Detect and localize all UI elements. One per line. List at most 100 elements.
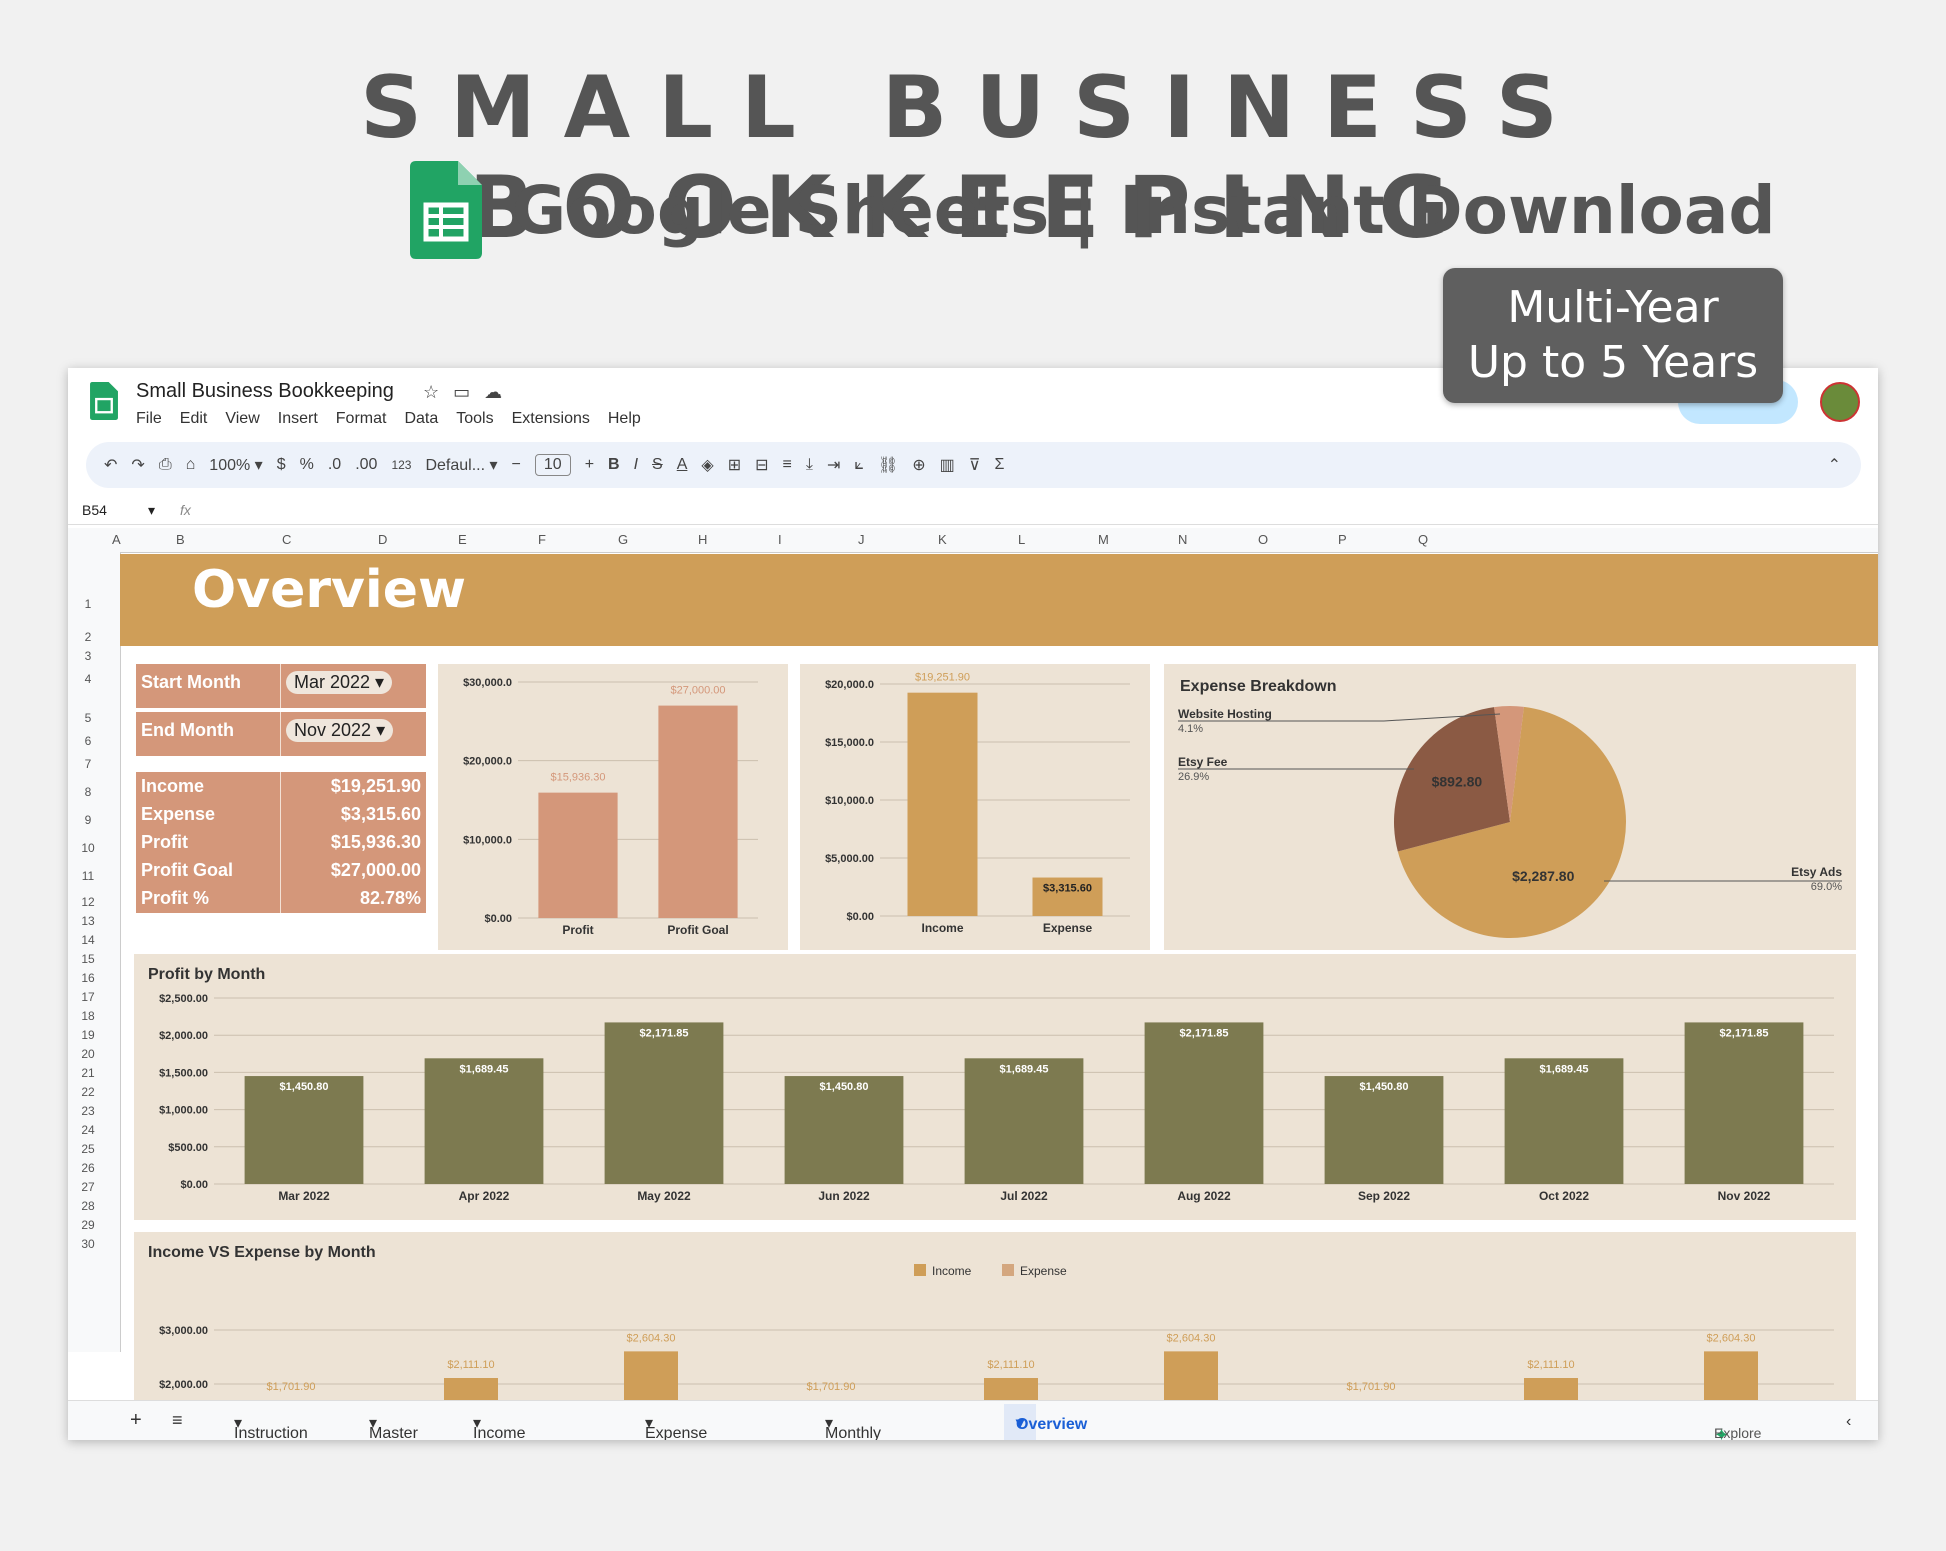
- sheet-tab-overview[interactable]: Overview ▾: [1004, 1404, 1087, 1440]
- sheet-tab-instruction[interactable]: Instruction ▾: [234, 1413, 308, 1440]
- font-size-increase-icon[interactable]: +: [584, 456, 595, 473]
- pie-slice[interactable]: [1494, 706, 1524, 822]
- row-header[interactable]: 22: [81, 1085, 95, 1099]
- bar[interactable]: [1324, 1076, 1444, 1184]
- column-header[interactable]: N: [1178, 532, 1188, 547]
- font-select[interactable]: Defaul... ▾: [425, 457, 498, 474]
- menu-tools[interactable]: Tools: [456, 410, 494, 427]
- percent-format-button[interactable]: %: [299, 456, 314, 473]
- bar[interactable]: [244, 1076, 364, 1184]
- income-expense-chart[interactable]: $0.00 $5,000.00 $10,000.0 $15,000.0 $20,000.…: [800, 664, 1150, 950]
- row-header[interactable]: 1: [84, 597, 92, 611]
- column-header[interactable]: I: [778, 532, 782, 547]
- row-header[interactable]: 4: [84, 672, 92, 686]
- name-box-dropdown-icon[interactable]: ▾: [148, 502, 156, 518]
- column-header[interactable]: C: [282, 532, 292, 547]
- star-icon[interactable]: ☆: [423, 382, 454, 402]
- column-header[interactable]: L: [1018, 532, 1026, 547]
- bar[interactable]: [984, 1378, 1038, 1440]
- align-icon[interactable]: ≡: [782, 456, 792, 473]
- name-box[interactable]: B54: [82, 502, 107, 518]
- sheet-tab-monthly-overview[interactable]: Monthly Overview ▾: [825, 1413, 881, 1440]
- income-vs-expense-by-month-chart[interactable]: Income VS Expense by Month Income Expense…: [134, 1232, 1856, 1440]
- sheet-tab-expense-tracker[interactable]: Expense Tracker ▾: [645, 1413, 707, 1440]
- bar[interactable]: [444, 1378, 498, 1440]
- collapse-toolbar-icon[interactable]: ⌃: [1827, 457, 1841, 474]
- bar[interactable]: [907, 692, 978, 916]
- column-header[interactable]: F: [538, 532, 546, 547]
- column-header[interactable]: Q: [1418, 532, 1429, 547]
- functions-icon[interactable]: Σ: [994, 456, 1005, 473]
- add-sheet-icon[interactable]: +: [130, 1409, 142, 1431]
- row-header[interactable]: 5: [84, 711, 92, 725]
- bold-icon[interactable]: B: [608, 456, 620, 473]
- profit-by-month-chart[interactable]: Profit by Month $0.00 $500.00 $1,000.00 $1,…: [134, 954, 1856, 1220]
- row-header[interactable]: 14: [81, 933, 95, 947]
- text-wrap-icon[interactable]: ⇥: [826, 457, 841, 474]
- bar[interactable]: [1164, 1351, 1218, 1440]
- row-header[interactable]: 2: [84, 630, 92, 644]
- row-header[interactable]: 10: [81, 841, 95, 855]
- currency-format-button[interactable]: $: [276, 456, 286, 473]
- filter-icon[interactable]: ⊽: [968, 457, 981, 474]
- sheet-tab-master[interactable]: Master ▾: [369, 1413, 418, 1440]
- row-header[interactable]: 17: [81, 990, 95, 1004]
- bar[interactable]: [604, 1022, 724, 1184]
- cloud-status-icon[interactable]: ☁: [484, 382, 517, 402]
- row-header[interactable]: 30: [81, 1237, 95, 1251]
- menu-insert[interactable]: Insert: [277, 410, 318, 427]
- borders-icon[interactable]: ⊞: [727, 457, 742, 474]
- decrease-decimal-button[interactable]: .0: [327, 456, 342, 473]
- row-header[interactable]: 27: [81, 1180, 95, 1194]
- column-header[interactable]: B: [176, 532, 185, 547]
- row-header[interactable]: 28: [81, 1199, 95, 1213]
- expense-breakdown-chart[interactable]: Expense Breakdown $2,287.80 $892.80 Websit…: [1164, 664, 1856, 950]
- row-header[interactable]: 21: [81, 1066, 95, 1080]
- zoom-select[interactable]: 100% ▾: [209, 457, 263, 474]
- side-panel-toggle-icon[interactable]: ‹: [1846, 1413, 1852, 1430]
- bar[interactable]: [1524, 1378, 1578, 1440]
- fill-color-icon[interactable]: ◈: [701, 457, 714, 474]
- row-header[interactable]: 6: [84, 734, 92, 748]
- menu-edit[interactable]: Edit: [179, 410, 208, 427]
- profit-goal-chart[interactable]: $0.00 $10,000.0 $20,000.0 $30,000.0 $15,936.…: [438, 664, 788, 950]
- menu-extensions[interactable]: Extensions: [511, 410, 590, 427]
- all-sheets-icon[interactable]: ≡: [172, 1410, 183, 1430]
- increase-decimal-button[interactable]: .00: [355, 456, 378, 473]
- row-header[interactable]: 3: [84, 649, 92, 663]
- end-month-select[interactable]: Nov 2022 ▾: [281, 712, 426, 756]
- bar[interactable]: [658, 705, 738, 918]
- bar[interactable]: [1144, 1022, 1264, 1184]
- font-size-decrease-icon[interactable]: −: [511, 456, 521, 473]
- merge-cells-icon[interactable]: ⊟: [755, 457, 769, 474]
- row-header[interactable]: 24: [81, 1123, 95, 1137]
- bar[interactable]: [424, 1058, 544, 1184]
- row-header[interactable]: 8: [84, 785, 92, 799]
- move-folder-icon[interactable]: ▭: [453, 382, 485, 402]
- bar[interactable]: [784, 1076, 904, 1184]
- column-header[interactable]: J: [858, 532, 865, 547]
- row-header[interactable]: 11: [81, 869, 95, 883]
- row-header[interactable]: 15: [81, 952, 95, 966]
- bar[interactable]: [624, 1351, 678, 1440]
- column-header[interactable]: K: [938, 532, 947, 547]
- avatar[interactable]: [1820, 382, 1860, 422]
- pie-slice[interactable]: [1397, 706, 1626, 938]
- column-header[interactable]: M: [1098, 532, 1109, 547]
- sheet-tab-income-tracker[interactable]: Income Tracker ▾: [473, 1413, 525, 1440]
- column-header[interactable]: H: [698, 532, 708, 547]
- row-header[interactable]: 19: [81, 1028, 95, 1042]
- row-header[interactable]: 25: [81, 1142, 95, 1156]
- row-header[interactable]: 18: [81, 1009, 95, 1023]
- column-header[interactable]: G: [618, 532, 629, 547]
- column-header[interactable]: O: [1258, 532, 1269, 547]
- paint-format-icon[interactable]: ⌂: [185, 456, 196, 473]
- row-header[interactable]: 7: [84, 757, 92, 771]
- insert-link-icon[interactable]: ⛓: [877, 457, 899, 474]
- bar[interactable]: [538, 792, 618, 918]
- insert-chart-icon[interactable]: ▥: [939, 457, 955, 474]
- vertical-align-icon[interactable]: ⤓: [805, 456, 813, 473]
- column-header[interactable]: A: [112, 532, 121, 547]
- print-icon[interactable]: ⎙: [158, 456, 172, 473]
- strikethrough-icon[interactable]: S: [652, 456, 663, 473]
